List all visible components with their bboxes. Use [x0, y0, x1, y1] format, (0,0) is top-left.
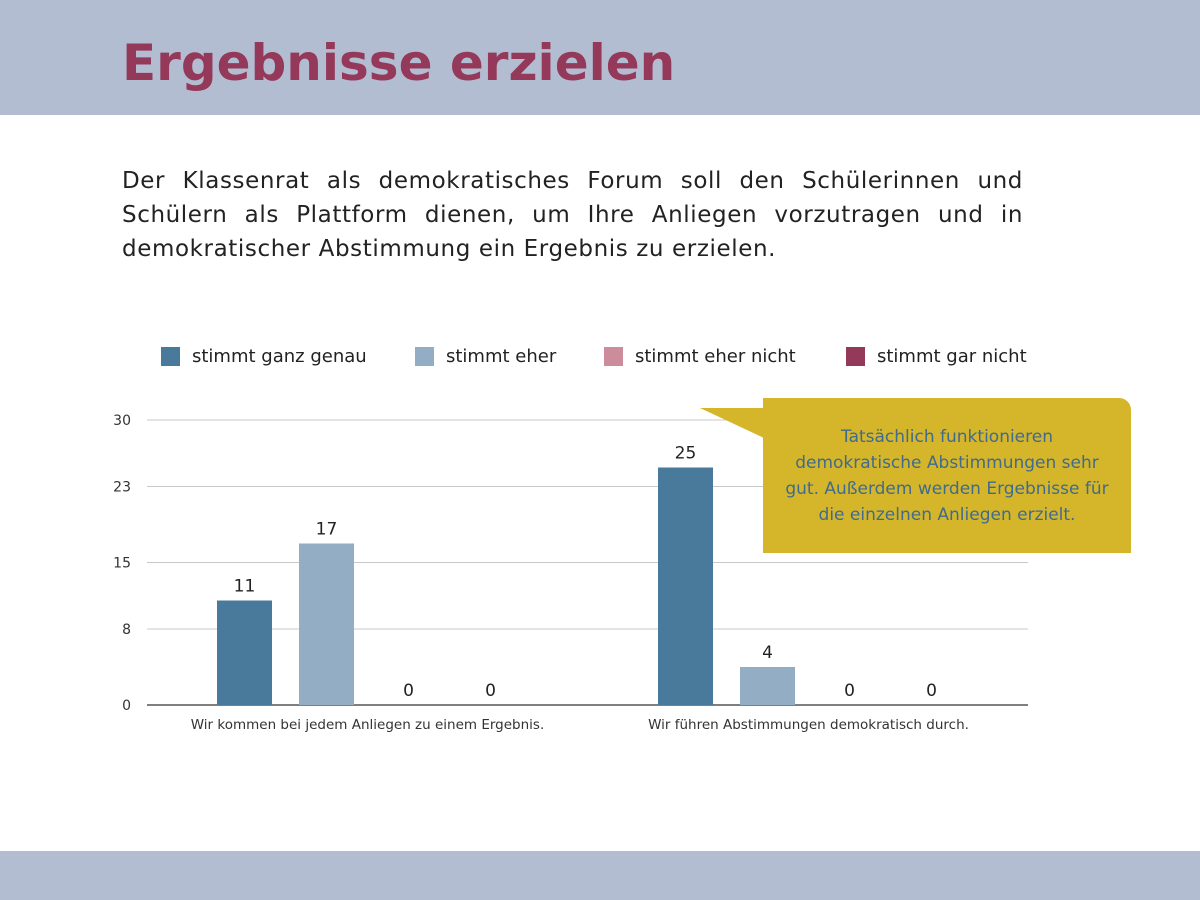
x-category-label: Wir kommen bei jedem Anliegen zu einem E…	[191, 717, 545, 733]
callout-box: Tatsächlich funktionieren demokratische …	[763, 398, 1131, 553]
data-label: 0	[403, 681, 414, 701]
y-tick-label: 23	[113, 480, 131, 496]
chart-legend: stimmt ganz genau stimmt eher stimmt ehe…	[0, 346, 1200, 374]
legend-swatch	[846, 347, 865, 366]
legend-label: stimmt eher nicht	[635, 346, 796, 367]
legend-swatch	[415, 347, 434, 366]
intro-text: Der Klassenrat als demokratisches Forum …	[122, 168, 1023, 262]
y-tick-label: 8	[122, 622, 131, 638]
legend-item-stimmt-eher-nicht: stimmt eher nicht	[604, 346, 796, 367]
bar	[299, 543, 354, 705]
legend-item-stimmt-gar-nicht: stimmt gar nicht	[846, 346, 1027, 367]
bar-chart: 0 8 15 23 30 11 17 0 0 Wir kommen bei jedem Anlie…	[113, 413, 1028, 733]
callout-pointer	[700, 408, 764, 438]
legend-item-stimmt-eher: stimmt eher	[415, 346, 556, 367]
page-title: Ergebnisse erzielen	[122, 34, 676, 92]
legend-swatch	[604, 347, 623, 366]
data-label: 11	[234, 577, 256, 597]
data-label: 0	[844, 681, 855, 701]
y-tick-label: 0	[122, 698, 131, 714]
legend-swatch	[161, 347, 180, 366]
data-label: 17	[316, 520, 338, 540]
data-label: 25	[675, 444, 697, 464]
legend-label: stimmt eher	[446, 346, 557, 367]
x-category-label: Wir führen Abstimmungen demokratisch dur…	[648, 717, 969, 733]
legend-label: stimmt gar nicht	[877, 346, 1027, 367]
bar	[658, 467, 713, 705]
bar	[740, 667, 795, 705]
y-tick-label: 30	[113, 413, 131, 429]
y-tick-label: 15	[113, 556, 131, 572]
header-band	[0, 0, 1200, 115]
callout-text: Tatsächlich funktionieren demokratische …	[785, 426, 1109, 525]
footer-band	[0, 851, 1200, 900]
legend-item-stimmt-ganz-genau: stimmt ganz genau	[161, 346, 367, 367]
data-label: 4	[762, 643, 773, 663]
legend-label: stimmt ganz genau	[192, 346, 367, 367]
data-label: 0	[485, 681, 496, 701]
data-label: 0	[926, 681, 937, 701]
bar	[217, 600, 272, 705]
